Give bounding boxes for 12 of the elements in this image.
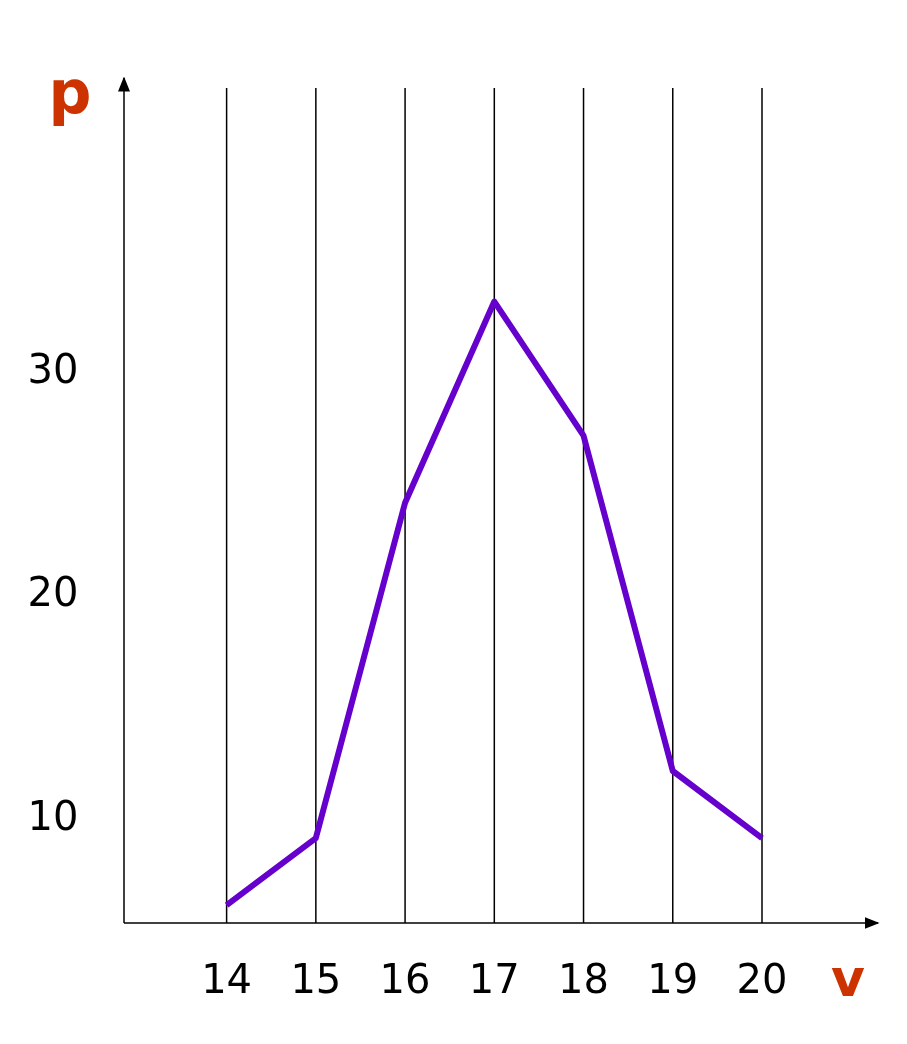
x-tick-label: 14 [201, 956, 253, 1002]
y-tick-label: 10 [27, 792, 79, 839]
y-axis-title: p [48, 57, 92, 127]
y-tick-label: 30 [27, 345, 79, 392]
x-tick-label: 16 [379, 956, 431, 1002]
x-axis-title: v [831, 948, 866, 1008]
x-tick-label: 20 [736, 956, 788, 1002]
y-tick-label: 20 [27, 569, 79, 616]
x-tick-label: 15 [290, 956, 342, 1002]
x-tick-label: 19 [647, 956, 699, 1002]
x-tick-label: 18 [558, 956, 609, 1002]
x-tick-label: 17 [468, 956, 520, 1002]
